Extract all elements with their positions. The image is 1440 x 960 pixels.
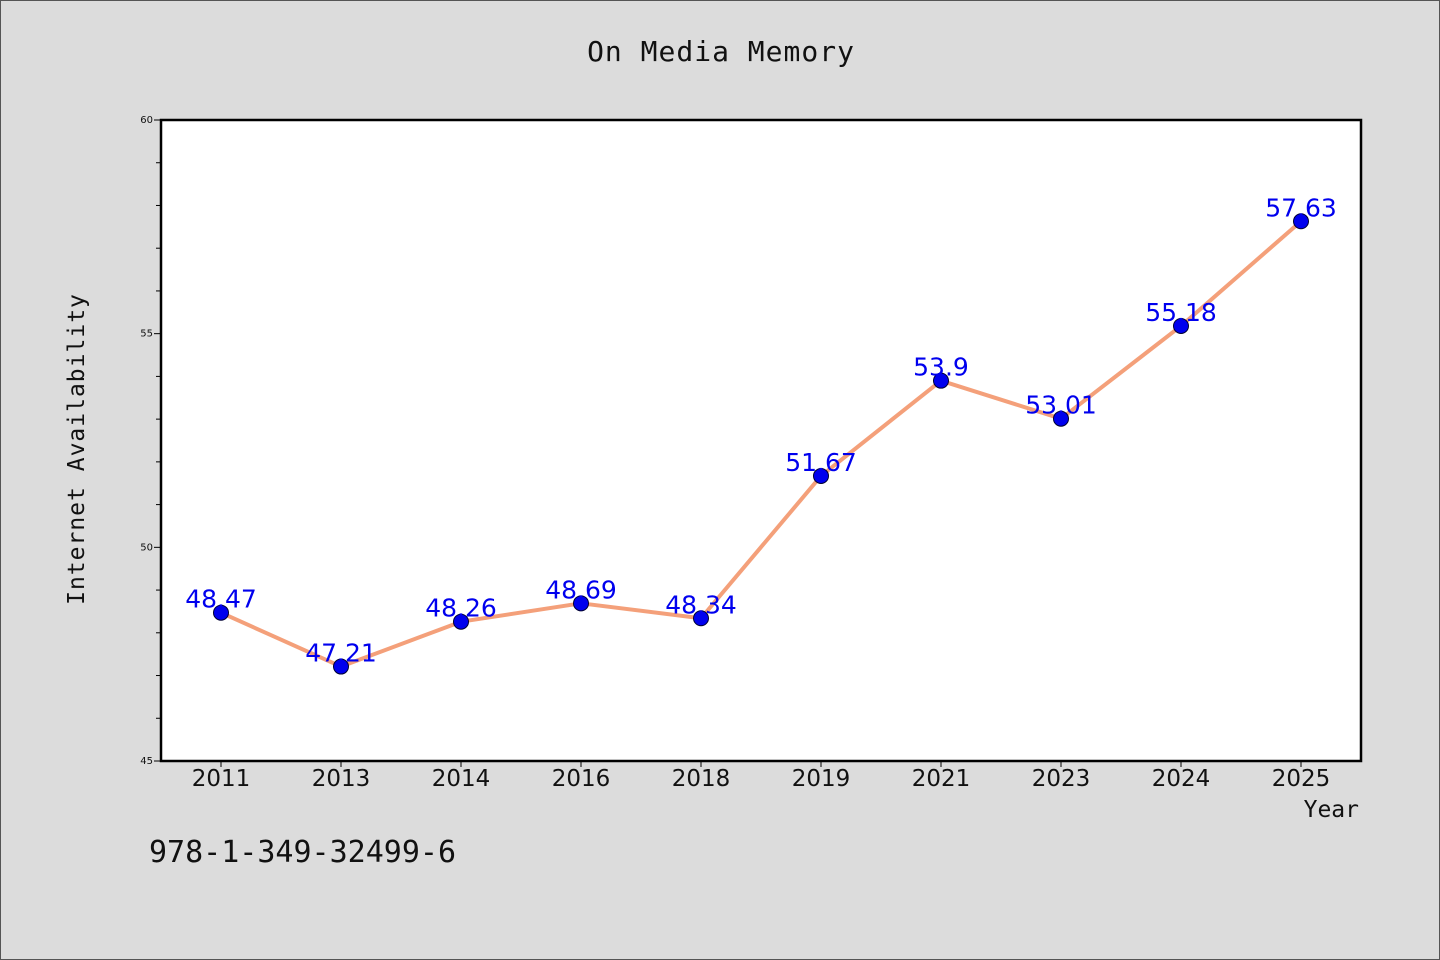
x-tick-label: 2016 (552, 766, 611, 792)
data-label: 51.67 (785, 448, 857, 477)
data-point (1293, 213, 1309, 230)
x-tick-label: 2011 (192, 766, 251, 792)
data-label: 53.9 (913, 353, 969, 382)
x-tick-label: 2018 (672, 766, 731, 792)
data-point (453, 613, 469, 630)
x-tick-label: 2025 (1272, 766, 1331, 792)
x-tick-label: 2023 (1032, 766, 1091, 792)
x-tick-label: 2019 (792, 766, 851, 792)
x-tick-label: 2024 (1152, 766, 1211, 792)
x-tick-label: 2013 (312, 766, 371, 792)
data-point (813, 467, 829, 484)
footnote-isbn: 978-1-349-32499-6 (149, 835, 457, 870)
data-point (693, 610, 709, 627)
data-point (333, 658, 349, 675)
plot-frame (159, 118, 1363, 763)
data-label: 57.63 (1265, 193, 1337, 222)
y-tick-label: 50 (140, 542, 153, 553)
chart-title: On Media Memory (587, 35, 855, 68)
data-point (1053, 410, 1069, 427)
data-label: 48.34 (665, 590, 737, 619)
x-tick-label: 2021 (912, 766, 971, 792)
y-tick-label: 60 (140, 115, 153, 126)
data-point (933, 372, 949, 389)
plot-background (161, 120, 1361, 761)
series-layer: 48.47 47.21 48.26 48.69 48.34 51.67 53.9 53.01 5… (185, 193, 1337, 675)
axis-ticks: 45 50 55 60 2011 2013 2014 2016 2018 2019 2021 2023… (140, 115, 1330, 792)
x-tick-label: 2014 (432, 766, 491, 792)
data-label: 53.01 (1025, 391, 1097, 420)
data-label: 48.26 (425, 594, 497, 623)
data-label: 55.18 (1145, 298, 1217, 327)
data-point (1173, 317, 1189, 334)
x-axis-title: Year (1303, 797, 1359, 823)
series-line (219, 219, 1303, 669)
data-label: 48.69 (545, 575, 617, 604)
data-point (213, 604, 229, 621)
y-tick-label: 55 (140, 329, 153, 340)
data-label: 48.47 (185, 585, 257, 614)
data-point (573, 595, 589, 612)
y-tick-label: 45 (140, 756, 153, 767)
data-label: 47.21 (305, 639, 377, 668)
